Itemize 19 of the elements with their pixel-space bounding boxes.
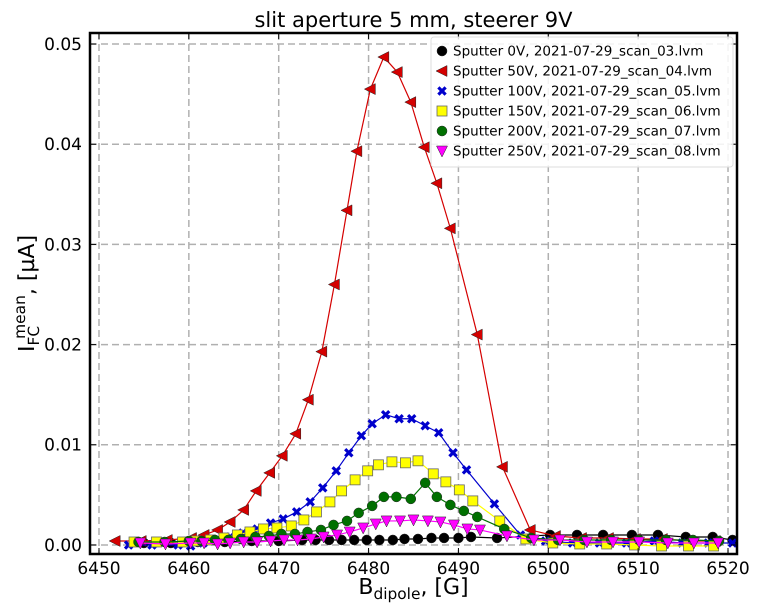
x-tick-label: 6520 xyxy=(706,559,750,579)
y-tick-label: 0.04 xyxy=(44,135,82,156)
x-tick-label: 6470 xyxy=(257,559,300,579)
legend-label: Sputter 50V, 2021-07-29_scan_04.lvm xyxy=(453,64,712,80)
y-tick-label: 0.03 xyxy=(44,235,82,256)
chart-title: slit aperture 5 mm, steerer 9V xyxy=(254,8,574,32)
y-tick-label: 0.02 xyxy=(44,336,82,356)
x-tick-label: 6510 xyxy=(616,559,660,579)
x-tick-label: 6500 xyxy=(526,559,570,579)
legend-label: Sputter 150V, 2021-07-29_scan_06.lvm xyxy=(453,104,721,120)
y-tick-label: 0.00 xyxy=(44,536,82,556)
legend-label: Sputter 100V, 2021-07-29_scan_05.lvm xyxy=(453,84,721,100)
x-tick-label: 6450 xyxy=(77,559,121,579)
y-tick-label: 0.05 xyxy=(44,34,82,55)
legend-label: Sputter 0V, 2021-07-29_scan_03.lvm xyxy=(453,44,704,60)
legend-label: Sputter 250V, 2021-07-29_scan_08.lvm xyxy=(453,144,721,160)
legend-label: Sputter 200V, 2021-07-29_scan_07.lvm xyxy=(453,124,721,140)
y-tick-label: 0.01 xyxy=(44,436,82,456)
x-tick-label: 6460 xyxy=(167,559,210,579)
